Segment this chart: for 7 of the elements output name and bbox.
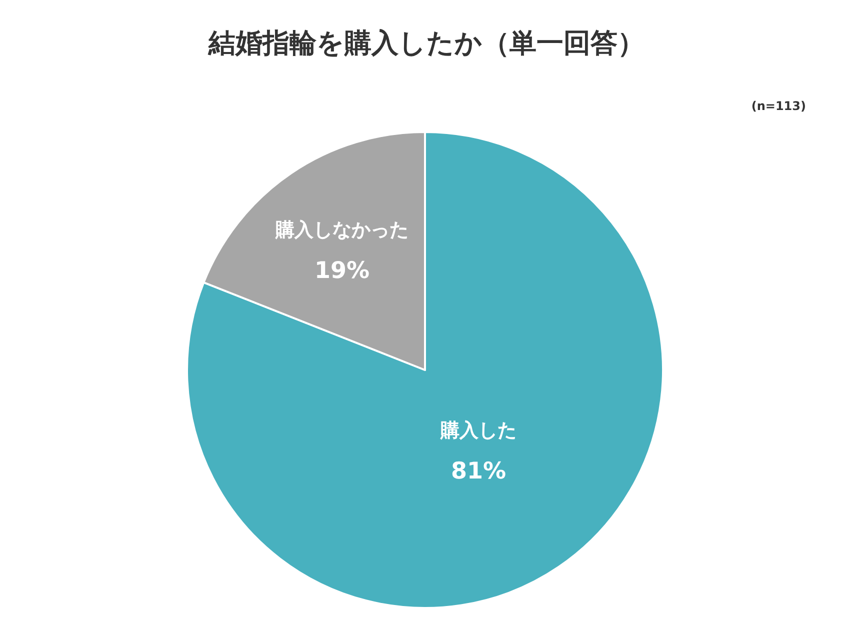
chart-title: 結婚指輪を購入したか（単一回答） [208,28,644,59]
pie-slice [186,131,664,609]
text: (n=113) [751,99,806,113]
data-label: 19% [314,258,370,284]
data-label: 81% [450,458,506,485]
slice-label: 購入した [440,420,517,442]
slice-label: 購入しなかった [274,218,409,241]
